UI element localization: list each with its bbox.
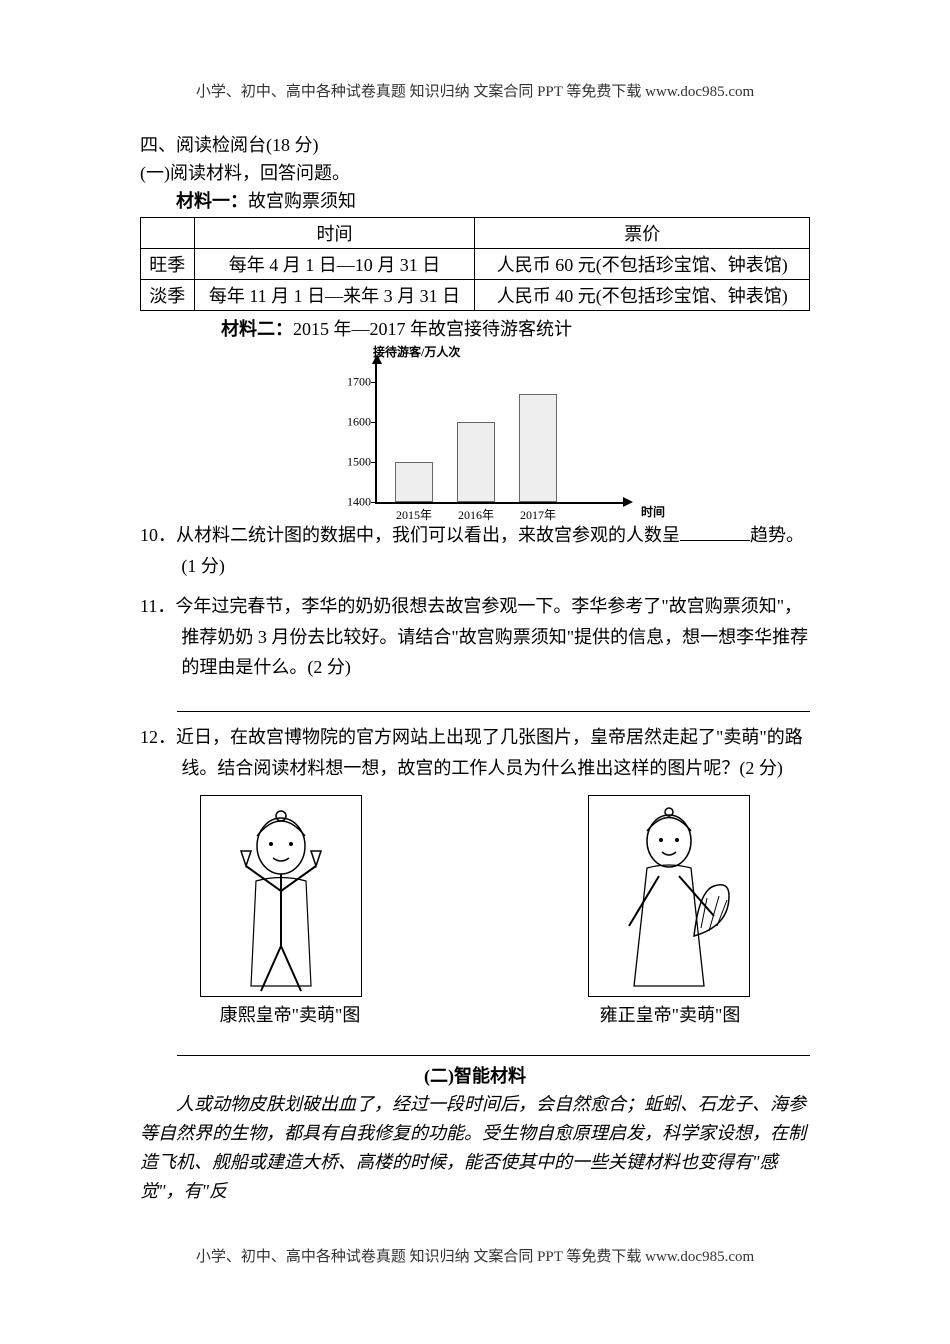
ticket-row1-time: 每年 4 月 1 日—10 月 31 日: [194, 249, 475, 280]
y-tick-label: 1600: [335, 415, 371, 430]
material-1-label: 材料一：: [176, 191, 248, 211]
chart-bar: [395, 462, 433, 502]
y-tick-label: 1700: [335, 375, 371, 390]
q11-answer-line[interactable]: [177, 689, 810, 712]
chart-plot-area: 时间 14001500160017002015年2016年2017年: [375, 362, 625, 504]
visitor-chart: 接待游客/万人次 时间 14001500160017002015年2016年20…: [325, 343, 625, 504]
x-tick-label: 2015年: [384, 506, 444, 523]
kangxi-image: [200, 795, 362, 997]
ticket-table: 时间 票价 旺季 每年 4 月 1 日—10 月 31 日 人民币 60 元(不…: [140, 217, 810, 311]
ticket-row1-price: 人民币 60 元(不包括珍宝馆、钟表馆): [475, 249, 810, 280]
emperor-captions: 康熙皇帝"卖萌"图 雍正皇帝"卖萌"图: [140, 1001, 810, 1027]
section-4-title: 四、阅读检阅台(18 分): [140, 131, 810, 157]
y-tick: [371, 382, 377, 383]
q11-text: 今年过完春节，李华的奶奶很想去故宫参观一下。李华参考了"故宫购票须知"，推荐奶奶…: [175, 596, 808, 677]
page-header: 小学、初中、高中各种试卷真题 知识归纳 文案合同 PPT 等免费下载 www.d…: [140, 80, 810, 101]
question-11: 11．今年过完春节，李华的奶奶很想去故宫参观一下。李华参考了"故宫购票须知"，推…: [140, 591, 810, 683]
page-footer: 小学、初中、高中各种试卷真题 知识归纳 文案合同 PPT 等免费下载 www.d…: [140, 1245, 810, 1266]
q10-text-a: 从材料二统计图的数据中，我们可以看出，来故宫参观的人数呈: [176, 525, 680, 545]
yongzheng-figure-icon: [589, 796, 749, 996]
material-1-name: 故宫购票须知: [248, 191, 356, 211]
chart-bar: [457, 422, 495, 502]
x-axis-arrow-icon: [623, 497, 633, 507]
q12-number: 12．: [140, 727, 176, 747]
y-tick: [371, 462, 377, 463]
chart-y-title: 接待游客/万人次: [373, 343, 625, 360]
q12-answer-line[interactable]: [177, 1033, 810, 1056]
ticket-row2-season: 淡季: [141, 280, 195, 311]
question-12: 12．近日，在故宫博物院的官方网站上出现了几张图片，皇帝居然走起了"卖萌"的路线…: [140, 722, 810, 783]
kangxi-caption: 康熙皇帝"卖萌"图: [180, 1001, 400, 1027]
x-tick-label: 2017年: [508, 506, 568, 523]
essay-text: 人或动物皮肤划破出血了，经过一段时间后，会自然愈合；蚯蚓、石龙子、海参等自然界的…: [140, 1090, 810, 1205]
y-tick-label: 1500: [335, 455, 371, 470]
chart-bar: [519, 394, 557, 502]
y-tick-label: 1400: [335, 495, 371, 510]
q10-blank[interactable]: [680, 540, 750, 541]
x-tick-label: 2016年: [446, 506, 506, 523]
q11-number: 11．: [140, 596, 175, 616]
material-2-title: 材料二：2015 年—2017 年故宫接待游客统计: [140, 315, 810, 341]
part-1-title: (一)阅读材料，回答问题。: [140, 159, 810, 185]
q10-number: 10．: [140, 525, 176, 545]
emperor-images-row: [140, 795, 810, 997]
material-1-title: 材料一：故宫购票须知: [140, 187, 810, 213]
kangxi-figure-icon: [201, 796, 361, 996]
y-axis-arrow-icon: [372, 354, 382, 364]
material-2-label: 材料二：: [221, 319, 293, 339]
yongzheng-image: [588, 795, 750, 997]
y-tick: [371, 422, 377, 423]
ticket-row1-season: 旺季: [141, 249, 195, 280]
q12-text: 近日，在故宫博物院的官方网站上出现了几张图片，皇帝居然走起了"卖萌"的路线。结合…: [176, 727, 803, 778]
y-tick: [371, 502, 377, 503]
ticket-head-price: 票价: [475, 218, 810, 249]
ticket-head-blank: [141, 218, 195, 249]
ticket-row2-time: 每年 11 月 1 日—来年 3 月 31 日: [194, 280, 475, 311]
yongzheng-caption: 雍正皇帝"卖萌"图: [560, 1001, 780, 1027]
ticket-row2-price: 人民币 40 元(不包括珍宝馆、钟表馆): [475, 280, 810, 311]
ticket-head-time: 时间: [194, 218, 475, 249]
question-10: 10．从材料二统计图的数据中，我们可以看出，来故宫参观的人数呈趋势。(1 分): [140, 520, 810, 581]
material-2-name: 2015 年—2017 年故宫接待游客统计: [293, 319, 572, 339]
chart-x-title: 时间: [641, 503, 665, 520]
part-2-title: (二)智能材料: [140, 1062, 810, 1088]
